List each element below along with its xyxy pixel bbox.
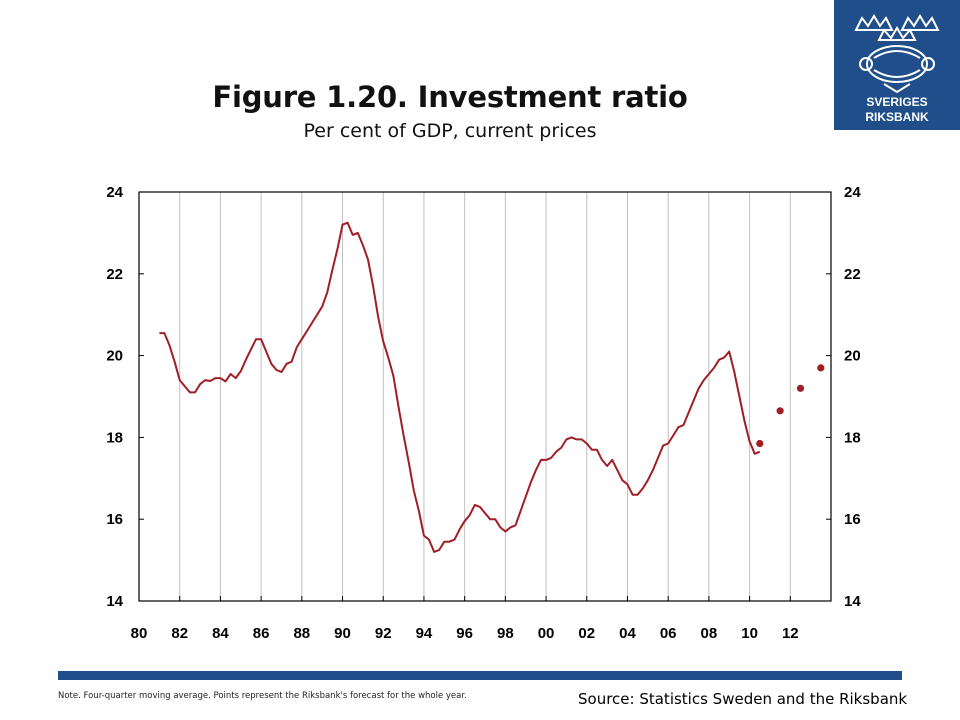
y-tick-label-left: 22 bbox=[106, 266, 123, 283]
x-tick-label: 90 bbox=[334, 625, 351, 642]
x-tick-label: 08 bbox=[701, 625, 718, 642]
x-tick-label: 82 bbox=[171, 625, 188, 642]
x-tick-label: 94 bbox=[416, 625, 433, 642]
y-tick-label-right: 16 bbox=[844, 511, 861, 528]
x-tick-label: 96 bbox=[456, 625, 473, 642]
x-tick-label: 12 bbox=[782, 625, 799, 642]
forecast-point bbox=[817, 364, 825, 372]
y-tick-label-right: 20 bbox=[844, 348, 861, 365]
page-title: Figure 1.20. Investment ratio bbox=[212, 80, 688, 114]
forecast-point bbox=[796, 384, 805, 392]
riksbank-logo: SVERIGES RIKSBANK bbox=[834, 0, 960, 130]
plot-frame bbox=[138, 191, 832, 602]
x-tick-label: 84 bbox=[212, 625, 229, 642]
x-tick-label: 04 bbox=[619, 625, 636, 642]
x-tick-label: 86 bbox=[253, 625, 270, 642]
axis-ticks: 80 82 84 86 88 90 92 94 96 98 00 02 04 06 08 10 12 14 14 16… bbox=[106, 184, 861, 642]
source-text: Source: Statistics Sweden and the Riksba… bbox=[578, 690, 908, 708]
y-tick-label-left: 16 bbox=[106, 511, 123, 528]
crown-emblem-icon: SVERIGES RIKSBANK bbox=[854, 14, 940, 124]
y-tick-label-left: 18 bbox=[106, 429, 123, 446]
x-tick-label: 98 bbox=[497, 625, 514, 642]
page-subtitle: Per cent of GDP, current prices bbox=[303, 120, 597, 142]
series-layer bbox=[159, 221, 825, 553]
y-tick-label-left: 24 bbox=[106, 184, 123, 201]
investment-ratio-line bbox=[159, 221, 761, 553]
footnote: Note. Four-quarter moving average. Point… bbox=[58, 691, 467, 701]
y-tick-label-right: 14 bbox=[844, 593, 861, 610]
grid-lines bbox=[179, 192, 791, 601]
logo-line1: SVERIGES bbox=[866, 95, 927, 109]
x-tick-label: 88 bbox=[293, 625, 310, 642]
logo-line2: RIKSBANK bbox=[865, 110, 929, 124]
y-tick-label-right: 18 bbox=[844, 429, 861, 446]
x-tick-label: 10 bbox=[741, 625, 758, 642]
y-tick-label-left: 14 bbox=[106, 593, 123, 610]
x-tick-label: 92 bbox=[375, 625, 392, 642]
y-tick-label-left: 20 bbox=[106, 348, 123, 365]
x-tick-label: 80 bbox=[131, 625, 148, 642]
y-tick-label-right: 22 bbox=[844, 266, 861, 283]
x-tick-label: 06 bbox=[660, 625, 677, 642]
x-tick-label: 02 bbox=[578, 625, 595, 642]
bottom-bar bbox=[58, 671, 902, 680]
forecast-point bbox=[776, 407, 784, 415]
y-tick-label-right: 24 bbox=[844, 184, 861, 201]
x-tick-label: 00 bbox=[538, 625, 555, 642]
forecast-point bbox=[756, 439, 764, 448]
